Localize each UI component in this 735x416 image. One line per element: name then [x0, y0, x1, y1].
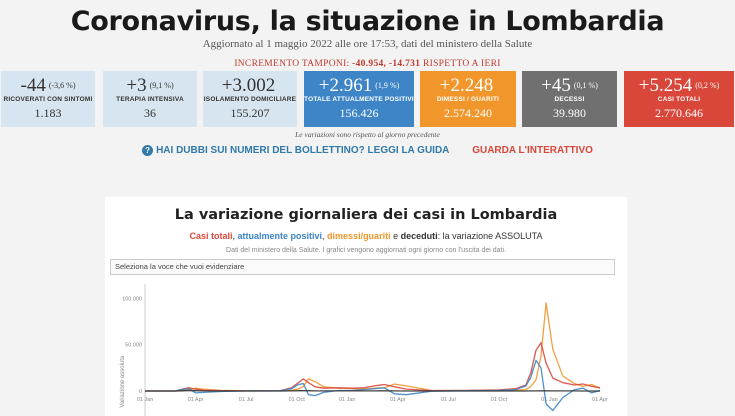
chart-title: La variazione giornaliera dei casi in Lo… — [174, 207, 558, 223]
card-total: 2.770.646 — [655, 106, 703, 120]
card-pct: (0,2 %) — [695, 81, 720, 90]
card-delta: +3 — [126, 75, 147, 96]
card-decessi: +45 (0,1 %) DECESSI 39.980 — [522, 71, 617, 127]
question-icon: ? — [142, 145, 154, 156]
card-dimessi: +2.248 DIMESSI / GUARITI 2.574.240 — [420, 71, 516, 127]
card-isolamento: +3.002 ISOLAMENTO DOMICILIARE 155.207 — [203, 71, 297, 127]
card-casi-totali: +5.254 (0,2 %) CASI TOTALI 2.770.646 — [624, 71, 734, 127]
card-total: 1.183 — [34, 106, 62, 120]
legend-suffix: : la variazione ASSOLUTA — [437, 231, 543, 241]
tamponi-prefix: INCREMENTO TAMPONI: — [234, 59, 353, 69]
y-tick-label: 50.000 — [125, 343, 142, 349]
card-label: RICOVERATI CON SINTOMI — [3, 96, 93, 103]
guide-link[interactable]: ? HAI DUBBI SUI NUMERI DEL BOLLETTINO? LE… — [142, 145, 449, 156]
card-total: 36 — [144, 106, 156, 120]
legend-dimessi: dimessi/guariti — [327, 231, 391, 241]
card-total: 156.426 — [339, 106, 379, 120]
tamponi-suffix: RISPETTO A IERI — [420, 59, 501, 69]
y-axis-label: Variazione assoluta — [120, 355, 126, 408]
card-delta: +3.002 — [221, 75, 276, 96]
card-label: DECESSI — [554, 96, 585, 103]
chart-panel: La variazione giornaliera dei casi in Lo… — [105, 197, 627, 416]
card-delta: +2.961 — [318, 75, 373, 96]
card-delta: +5.254 — [638, 75, 693, 96]
legend-casi: Casi totali — [189, 231, 233, 241]
x-tick-label: 01 Apr — [592, 397, 608, 403]
variations-note: Le variazioni sono rispetto al giorno pr… — [295, 130, 440, 139]
card-label: TERAPIA INTENSIVA — [116, 96, 184, 103]
page-title: Coronavirus, la situazione in Lombardia — [70, 6, 665, 37]
x-tick-label: 01 Oct — [491, 397, 508, 403]
x-tick-label: 01 Jan — [137, 397, 154, 403]
legend-deceduti: deceduti — [400, 231, 438, 241]
card-label: ISOLAMENTO DOMICILIARE — [203, 96, 297, 103]
card-terapia-intensiva: +3 (9,1 %) TERAPIA INTENSIVA 36 — [103, 71, 197, 127]
line-chart: 0 50.000 100.000 Variazione assoluta 01 Jan 0… — [120, 284, 608, 416]
card-label: CASI TOTALI — [657, 96, 701, 103]
x-tick-label: 01 Jan — [339, 397, 356, 403]
card-pct: (0,1 %) — [573, 81, 598, 90]
guide-link-label: HAI DUBBI SUI NUMERI DEL BOLLETTINO? LEG… — [156, 145, 450, 156]
card-delta: -44 — [20, 75, 46, 96]
series-select[interactable]: Seleziona la voce che vuoi evidenziare — [110, 259, 615, 275]
legend-separator: , — [322, 231, 328, 241]
stats-cards: -44 (-3,6 %) RICOVERATI CON SINTOMI 1.183… — [1, 71, 734, 127]
legend-separator: , — [232, 231, 238, 241]
y-tick-label: 0 — [139, 389, 142, 395]
tamponi-increment: INCREMENTO TAMPONI: -40.954, -14.731 RIS… — [0, 59, 735, 69]
info-links: ? HAI DUBBI SUI NUMERI DEL BOLLETTINO? LE… — [0, 145, 735, 156]
update-subtitle: Aggiornato al 1 maggio 2022 alle ore 17:… — [202, 38, 533, 50]
interactive-link[interactable]: GUARDA L'INTERATTIVO — [472, 145, 593, 156]
x-tick-label: 01 Oct — [289, 397, 306, 403]
x-tick-label: 01 Jan — [541, 397, 558, 403]
card-label: TOTALE ATTUALMENTE POSITIVI — [304, 96, 414, 103]
card-delta: +45 — [541, 75, 571, 96]
card-total: 39.980 — [553, 106, 586, 120]
card-delta: +2.248 — [439, 75, 494, 96]
y-tick-label: 100.000 — [122, 296, 142, 302]
card-pct: (-3,6 %) — [48, 81, 76, 90]
tamponi-values: -40.954, -14.731 — [352, 59, 421, 69]
legend-positivi: attualmente positivi — [237, 231, 323, 241]
card-pct: (1,9 %) — [375, 81, 400, 90]
x-tick-label: 01 Jul — [441, 397, 456, 403]
chart-legend: Casi totali, attualmente positivi, dimes… — [105, 231, 627, 241]
card-total: 2.574.240 — [444, 106, 492, 120]
x-tick-label: 01 Apr — [390, 397, 406, 403]
card-label: DIMESSI / GUARITI — [436, 96, 500, 103]
chart-source: Dati del ministero della Salute. I grafi… — [226, 247, 506, 254]
legend-separator: e — [390, 231, 401, 241]
x-tick-label: 01 Apr — [188, 397, 204, 403]
card-total: 155.207 — [230, 106, 270, 120]
card-ricoverati: -44 (-3,6 %) RICOVERATI CON SINTOMI 1.183 — [1, 71, 95, 127]
x-tick-label: 01 Jul — [239, 397, 254, 403]
series-line-deceduti — [145, 389, 600, 392]
series-line-casi — [145, 342, 601, 392]
card-attualmente-positivi: +2.961 (1,9 %) TOTALE ATTUALMENTE POSITIV… — [304, 71, 414, 127]
card-pct: (9,1 %) — [149, 81, 174, 90]
series-line-dimessi — [145, 302, 601, 392]
